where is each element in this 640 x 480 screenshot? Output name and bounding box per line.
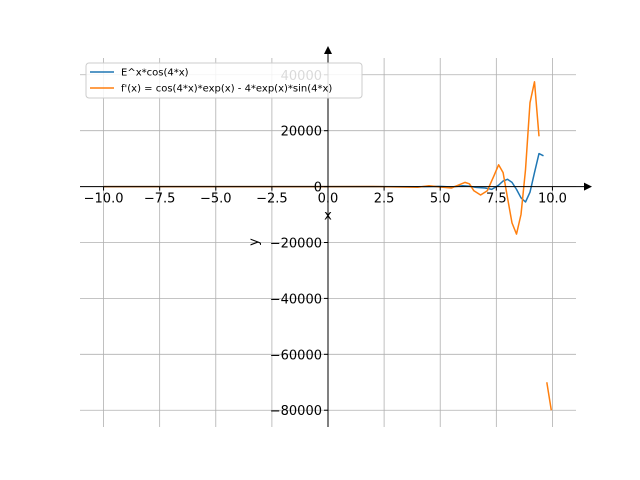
legend-label-1: f'(x) = cos(4*x)*exp(x) - 4*exp(x)*sin(4… bbox=[121, 84, 332, 95]
x-tick-label: 10.0 bbox=[538, 192, 567, 207]
legend-frame bbox=[85, 62, 363, 99]
x-tick-label: 0.0 bbox=[318, 192, 339, 207]
y-axis-arrow bbox=[324, 46, 332, 54]
y-tick-label: 20000 bbox=[281, 125, 322, 140]
x-tick-label: −2.5 bbox=[256, 192, 288, 207]
y-tick-label: −20000 bbox=[270, 237, 322, 252]
legend-label-0: E^x*cos(4*x) bbox=[121, 68, 189, 79]
x-axis-arrow bbox=[584, 182, 592, 191]
y-tick-label: −60000 bbox=[270, 348, 322, 363]
series-line-1-tail bbox=[546, 382, 553, 411]
x-tick-label: 5.0 bbox=[430, 192, 451, 207]
y-tick-label: −40000 bbox=[270, 292, 322, 307]
series-line-1 bbox=[103, 81, 540, 235]
x-tick-label: −10.0 bbox=[84, 192, 124, 207]
x-tick-label: 7.5 bbox=[486, 192, 507, 207]
x-axis-label: x bbox=[324, 209, 332, 224]
y-axis-label: y bbox=[247, 238, 262, 246]
x-tick-label: −7.5 bbox=[144, 192, 176, 207]
x-tick-label: 2.5 bbox=[374, 192, 395, 207]
y-tick-label: −80000 bbox=[270, 404, 322, 419]
y-tick-label: 0 bbox=[314, 181, 322, 196]
tick-layer: −10.0 −7.5 −5.0 −2.5 0.0 2.5 5.0 7.5 10.0 −80000 −… bbox=[84, 69, 567, 419]
legend: E^x*cos(4*x) f'(x) = cos(4*x)*exp(x) - 4*… bbox=[85, 62, 363, 99]
x-tick-label: −5.0 bbox=[200, 192, 232, 207]
axes bbox=[80, 46, 592, 427]
